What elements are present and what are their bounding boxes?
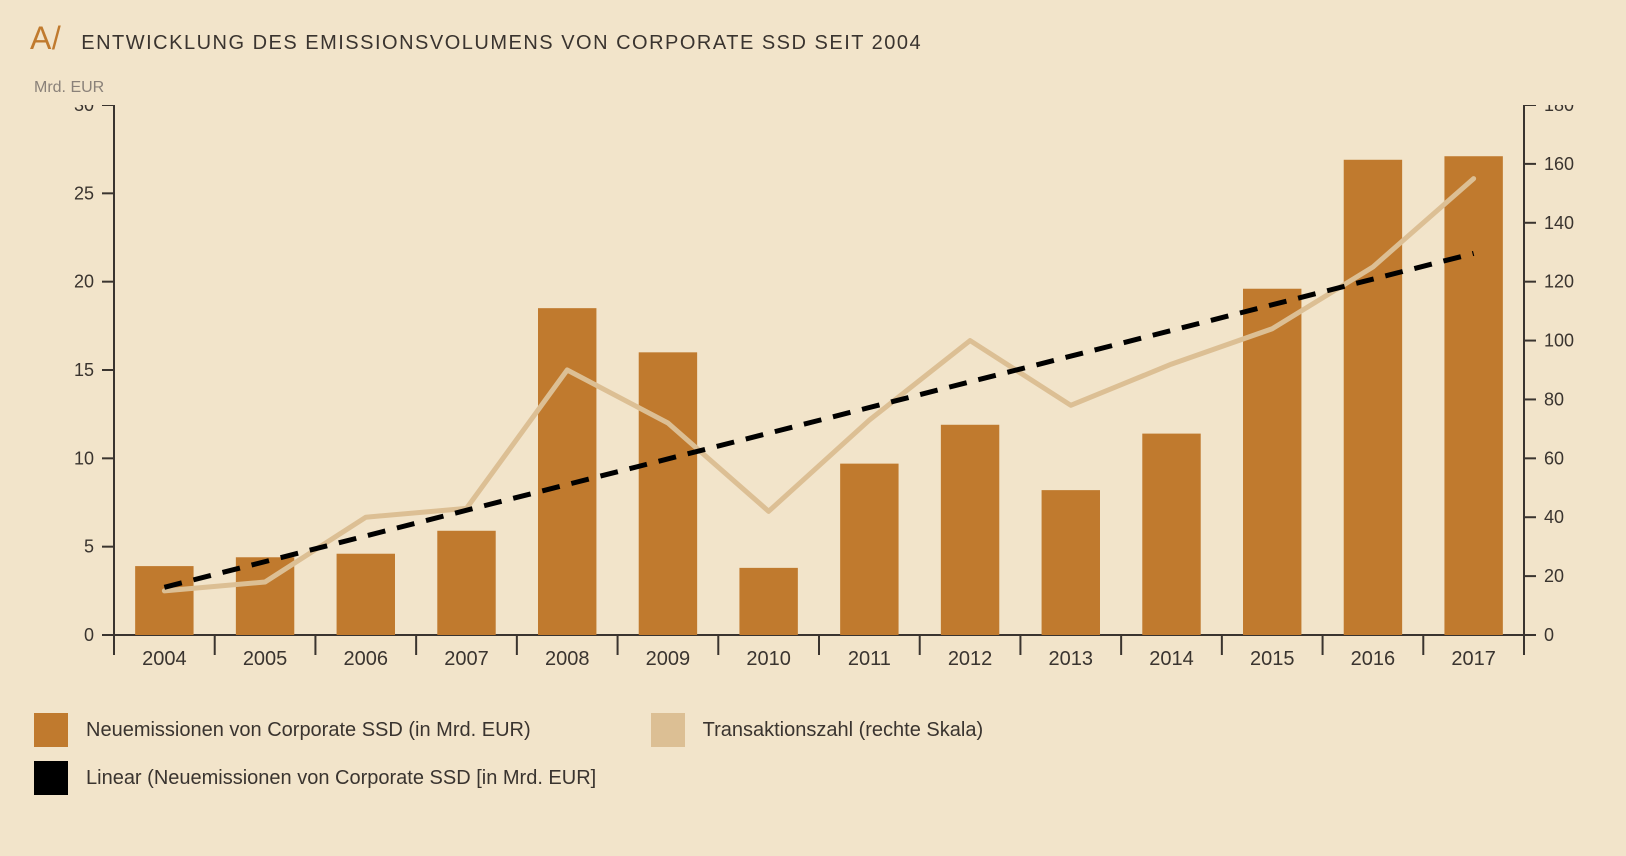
svg-text:100: 100 — [1544, 331, 1574, 351]
svg-text:40: 40 — [1544, 507, 1564, 527]
chart-container: A/ ENTWICKLUNG DES EMISSIONSVOLUMENS VON… — [0, 0, 1626, 856]
chart-title: ENTWICKLUNG DES EMISSIONSVOLUMENS VON CO… — [81, 32, 922, 55]
legend-item-trend: Linear (Neuemissionen von Corporate SSD … — [34, 761, 596, 795]
svg-text:2014: 2014 — [1149, 648, 1194, 670]
svg-text:160: 160 — [1544, 154, 1574, 174]
svg-text:0: 0 — [1544, 625, 1554, 645]
chart-tag: A/ — [30, 20, 61, 57]
legend-swatch-line — [651, 713, 685, 747]
svg-text:140: 140 — [1544, 213, 1574, 233]
chart-header: A/ ENTWICKLUNG DES EMISSIONSVOLUMENS VON… — [30, 20, 1596, 57]
svg-text:2013: 2013 — [1049, 648, 1094, 670]
svg-text:2011: 2011 — [848, 648, 891, 670]
svg-text:2007: 2007 — [444, 648, 489, 670]
svg-text:180: 180 — [1544, 105, 1574, 115]
svg-text:2004: 2004 — [142, 648, 187, 670]
svg-text:2006: 2006 — [344, 648, 389, 670]
svg-text:120: 120 — [1544, 272, 1574, 292]
svg-text:5: 5 — [84, 537, 94, 557]
svg-text:20: 20 — [74, 272, 94, 292]
svg-text:80: 80 — [1544, 389, 1564, 409]
svg-text:0: 0 — [84, 625, 94, 645]
svg-text:2008: 2008 — [545, 648, 590, 670]
legend: Neuemissionen von Corporate SSD (in Mrd.… — [34, 713, 1596, 795]
svg-text:10: 10 — [74, 448, 94, 468]
legend-item-line: Transaktionszahl (rechte Skala) — [651, 713, 984, 747]
svg-text:2015: 2015 — [1250, 648, 1295, 670]
svg-text:2017: 2017 — [1451, 648, 1496, 670]
chart-plot: 0 5 10 15 20 25 30 0 20 40 60 80 100 120 140 160 180 2004… — [30, 105, 1596, 685]
legend-swatch-trend — [34, 761, 68, 795]
legend-item-bars: Neuemissionen von Corporate SSD (in Mrd.… — [34, 713, 531, 747]
svg-text:2012: 2012 — [948, 648, 993, 670]
svg-text:30: 30 — [74, 105, 94, 115]
svg-text:2010: 2010 — [746, 648, 791, 670]
svg-text:2009: 2009 — [646, 648, 691, 670]
chart-svg: 0 5 10 15 20 25 30 0 20 40 60 80 100 120 140 160 180 2004… — [30, 105, 1596, 685]
legend-label-trend: Linear (Neuemissionen von Corporate SSD … — [86, 767, 596, 790]
y-axis-left-label: Mrd. EUR — [34, 79, 1596, 97]
legend-swatch-bars — [34, 713, 68, 747]
legend-label-bars: Neuemissionen von Corporate SSD (in Mrd.… — [86, 719, 531, 742]
svg-text:20: 20 — [1544, 566, 1564, 586]
svg-text:2005: 2005 — [243, 648, 288, 670]
legend-label-line: Transaktionszahl (rechte Skala) — [703, 719, 984, 742]
svg-text:2016: 2016 — [1351, 648, 1396, 670]
svg-text:25: 25 — [74, 183, 94, 203]
svg-text:15: 15 — [74, 360, 94, 380]
svg-text:60: 60 — [1544, 448, 1564, 468]
